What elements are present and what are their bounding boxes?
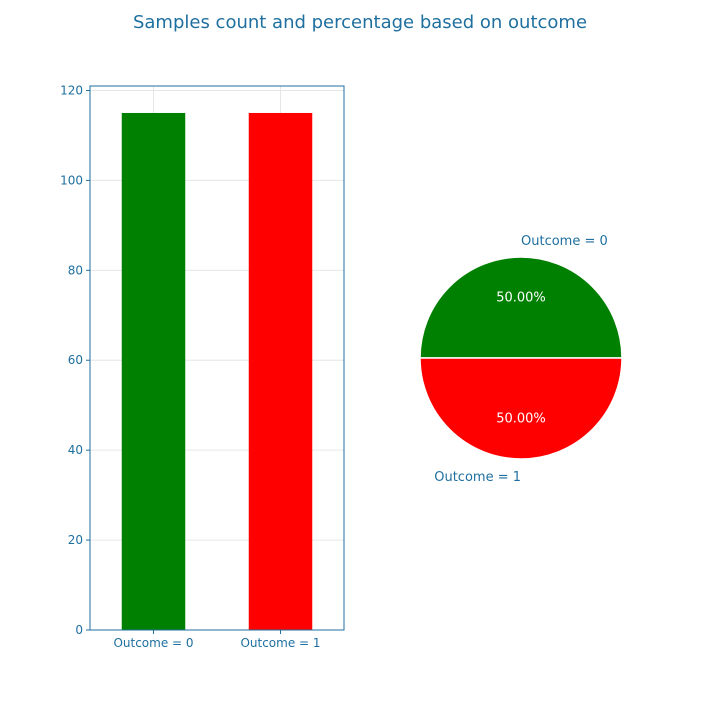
y-tick-label: 100 [60, 173, 83, 187]
y-tick-label: 80 [68, 263, 83, 277]
pie-pct-label: 50.00% [496, 290, 546, 305]
pie-slices [419, 256, 623, 460]
pie-category-label: Outcome = 1 [434, 470, 521, 485]
x-tick-label: Outcome = 0 [113, 636, 193, 650]
y-tick-label: 40 [68, 443, 83, 457]
bar-series [121, 112, 313, 630]
y-tick-label: 60 [68, 353, 83, 367]
pie-slice [419, 357, 623, 460]
chart-title: Samples count and percentage based on ou… [133, 12, 587, 33]
y-tick-label: 120 [60, 83, 83, 97]
pie-category-label: Outcome = 0 [521, 234, 608, 249]
y-tick-label: 20 [68, 533, 83, 547]
y-tick-label: 0 [75, 623, 83, 637]
pie-chart: 50.00% Outcome = 0 50.00% Outcome = 1 [419, 234, 623, 485]
bar-chart: 0 20 40 60 80 100 120 Outcome = 0 Outcome = 1 [60, 83, 345, 650]
bar-axes-frame [89, 85, 345, 631]
bar-x-axis: Outcome = 0 Outcome = 1 [113, 630, 321, 650]
pie-labels: 50.00% Outcome = 0 50.00% Outcome = 1 [434, 234, 608, 485]
bar [121, 112, 186, 630]
bar-y-axis: 0 20 40 60 80 100 120 [60, 83, 90, 637]
x-tick-label: Outcome = 1 [240, 636, 320, 650]
pie-slice [419, 256, 623, 359]
bar [248, 112, 313, 630]
pie-pct-label: 50.00% [496, 412, 546, 427]
